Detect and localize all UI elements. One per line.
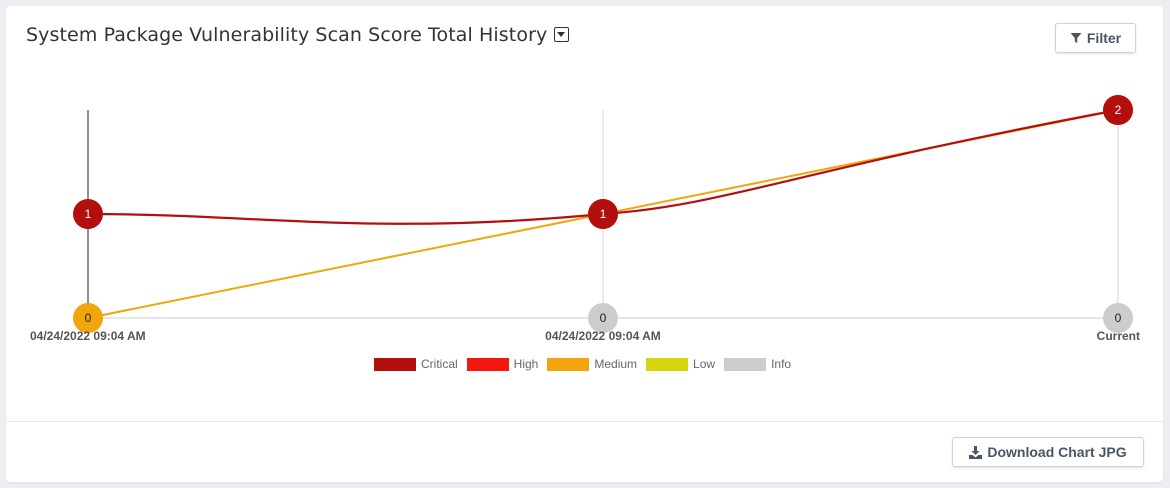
legend-swatch-info bbox=[724, 357, 767, 371]
footer-divider bbox=[6, 421, 1163, 422]
legend-label-low: Low bbox=[693, 357, 716, 371]
point-medium-0[interactable] bbox=[73, 303, 103, 333]
legend-item-high[interactable]: High bbox=[466, 357, 539, 371]
filter-button-label: Filter bbox=[1086, 30, 1122, 46]
caret-square-down-icon[interactable] bbox=[554, 26, 570, 42]
legend-item-medium[interactable]: Medium bbox=[547, 357, 637, 371]
legend-label-medium: Medium bbox=[594, 357, 638, 371]
x-tick-label-1: 04/24/2022 09:04 AM bbox=[545, 329, 661, 343]
download-button-label: Download Chart JPG bbox=[987, 444, 1127, 460]
x-tick-label-0: 04/24/2022 09:04 AM bbox=[30, 329, 146, 343]
legend-swatch-high bbox=[466, 357, 509, 371]
title-row: System Package Vulnerability Scan Score … bbox=[26, 24, 570, 46]
point-info-1[interactable] bbox=[588, 303, 618, 333]
legend-item-low[interactable]: Low bbox=[646, 357, 715, 371]
legend-label-info: Info bbox=[771, 357, 792, 371]
chart-card: System Package Vulnerability Scan Score … bbox=[6, 6, 1163, 482]
point-info-2[interactable] bbox=[1103, 303, 1133, 333]
chart-legend: Critical High Medium Low Info bbox=[374, 357, 800, 371]
data-label-critical-0: 1 bbox=[85, 207, 92, 221]
download-chart-button[interactable]: Download Chart JPG bbox=[952, 437, 1144, 467]
filter-icon bbox=[1070, 33, 1082, 43]
legend-label-high: High bbox=[513, 357, 539, 371]
data-label-critical-1: 1 bbox=[600, 207, 607, 221]
data-label-critical-2: 2 bbox=[1115, 103, 1122, 117]
chart-title: System Package Vulnerability Scan Score … bbox=[26, 24, 548, 46]
legend-item-critical[interactable]: Critical bbox=[374, 357, 458, 371]
point-critical-1[interactable] bbox=[588, 199, 618, 229]
legend-swatch-low bbox=[646, 357, 689, 371]
data-label-info-1: 0 bbox=[600, 311, 607, 325]
filter-button[interactable]: Filter bbox=[1055, 23, 1136, 53]
x-tick-label-2: Current bbox=[1097, 329, 1140, 343]
data-label-info-2: 0 bbox=[1115, 311, 1122, 325]
legend-label-critical: Critical bbox=[421, 357, 458, 371]
data-label-medium-0: 0 bbox=[85, 311, 92, 325]
legend-swatch-critical bbox=[374, 357, 416, 371]
legend-item-info[interactable]: Info bbox=[724, 357, 791, 371]
legend-swatch-medium bbox=[547, 357, 590, 371]
download-icon bbox=[969, 445, 983, 459]
point-critical-2[interactable] bbox=[1103, 95, 1133, 125]
point-critical-0[interactable] bbox=[73, 199, 103, 229]
